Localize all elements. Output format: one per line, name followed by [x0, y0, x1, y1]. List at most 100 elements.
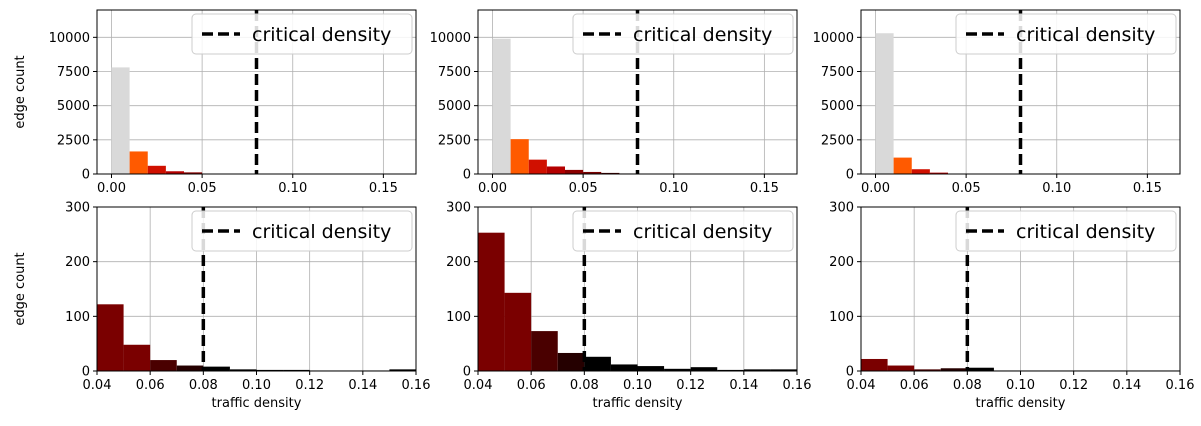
- x-tick-label: 0.08: [189, 378, 218, 393]
- y-tick-label: 200: [829, 255, 854, 270]
- histogram-bars: [875, 33, 967, 174]
- y-tick-label: 0: [463, 168, 471, 183]
- x-tick-label: 0.14: [348, 378, 377, 393]
- histogram-bar: [911, 169, 930, 174]
- histogram-bar: [929, 172, 948, 174]
- axes-frame: [96, 9, 417, 175]
- x-tick-label: 0.14: [729, 378, 758, 393]
- y-tick-label: 200: [65, 255, 90, 270]
- x-tick-label: 0.04: [847, 378, 876, 393]
- x-tick-label: 0.14: [1112, 378, 1141, 393]
- x-tick-label: 0.10: [623, 378, 652, 393]
- histogram-bar: [150, 360, 177, 371]
- x-tick-label: 0.12: [676, 378, 705, 393]
- histogram-bar: [967, 367, 994, 371]
- legend: critical density: [191, 210, 413, 252]
- subplot-r1-c1: 0.04 0.06 0.08 0.10 0.12 0.14 0.16 0 100 200 300 tr…: [446, 201, 811, 412]
- x-tick-label: 0.16: [402, 378, 431, 393]
- y-tick-label: 100: [829, 310, 854, 325]
- legend-box: [191, 210, 413, 252]
- legend: critical density: [572, 210, 794, 252]
- histogram-bar: [283, 369, 310, 371]
- x-tick-label: 0.15: [1133, 181, 1162, 196]
- histogram-bar: [770, 369, 797, 371]
- histogram-bar: [717, 369, 744, 371]
- y-tick-label: 10000: [430, 31, 471, 46]
- y-tick-label: 300: [829, 201, 854, 216]
- y-tick-label: 0: [463, 365, 471, 380]
- histogram-bar: [147, 165, 166, 174]
- legend-label: critical density: [633, 24, 772, 46]
- histogram-bar: [557, 352, 585, 371]
- histogram-bar: [256, 369, 284, 371]
- x-tick-label: 0.05: [952, 181, 981, 196]
- histogram-bar: [97, 304, 124, 371]
- histogram-bar: [914, 369, 941, 371]
- histogram-bar: [123, 344, 151, 371]
- y-tick-label: 10000: [49, 31, 90, 46]
- histogram-bars: [97, 304, 416, 371]
- x-tick-label: 0.06: [900, 378, 929, 393]
- histogram-bar: [229, 369, 257, 371]
- histogram-bar: [389, 369, 416, 371]
- y-tick-label: 2500: [438, 133, 471, 148]
- x-axis-label: traffic density: [593, 396, 683, 411]
- histogram-bar: [584, 356, 611, 371]
- y-tick-label: 0: [82, 168, 90, 183]
- x-tick-label: 0.08: [953, 378, 982, 393]
- histogram-bar: [565, 169, 584, 174]
- legend: critical density: [955, 13, 1177, 55]
- legend-box: [572, 13, 794, 55]
- y-tick-label: 100: [65, 310, 90, 325]
- x-tick-label: 0.10: [1042, 181, 1071, 196]
- x-tick-label: 0.16: [1166, 378, 1195, 393]
- y-tick-label: 2500: [57, 133, 90, 148]
- x-tick-label: 0.16: [783, 378, 812, 393]
- y-axis-label: edge count: [13, 252, 28, 325]
- y-tick-label: 0: [846, 365, 854, 380]
- histogram-bar: [610, 364, 638, 371]
- histogram-bar: [940, 368, 968, 371]
- histogram-bar: [690, 367, 718, 371]
- x-tick-label: 0.10: [242, 378, 271, 393]
- y-tick-label: 5000: [57, 99, 90, 114]
- x-tick-label: 0.10: [1006, 378, 1035, 393]
- histogram-bar: [875, 33, 894, 174]
- x-tick-label: 0.15: [369, 181, 398, 196]
- x-tick-label: 0.12: [1059, 378, 1088, 393]
- x-axis-label: traffic density: [212, 396, 302, 411]
- y-tick-label: 10000: [813, 31, 854, 46]
- legend: critical density: [572, 13, 794, 55]
- x-tick-label: 0.12: [295, 378, 324, 393]
- y-tick-label: 7500: [438, 65, 471, 80]
- x-tick-label: 0.04: [464, 378, 493, 393]
- axes-frame: [860, 9, 1181, 175]
- histogram-bar: [743, 369, 771, 371]
- histogram-bar: [504, 292, 532, 371]
- y-tick-label: 0: [82, 365, 90, 380]
- legend-label: critical density: [1016, 221, 1155, 243]
- histogram-bar: [478, 232, 505, 371]
- histogram-bar: [184, 172, 203, 174]
- y-tick-label: 7500: [821, 65, 854, 80]
- histogram-bar: [893, 157, 912, 174]
- x-axis-label: traffic density: [976, 396, 1066, 411]
- x-tick-label: 0.00: [861, 181, 890, 196]
- histogram-bar: [165, 171, 184, 174]
- legend-label: critical density: [252, 24, 391, 46]
- histogram-bar: [637, 366, 665, 371]
- legend-box: [955, 13, 1177, 55]
- histogram-bar: [528, 159, 547, 174]
- histogram-bar: [546, 166, 565, 174]
- legend-label: critical density: [252, 221, 391, 243]
- histogram-bar: [887, 365, 915, 371]
- legend-box: [191, 13, 413, 55]
- histogram-bar: [861, 358, 888, 371]
- histogram-bars: [478, 232, 797, 371]
- histogram-bars: [492, 38, 656, 174]
- x-tick-label: 0.05: [188, 181, 217, 196]
- axes-frame: [477, 9, 798, 175]
- legend: critical density: [955, 210, 1177, 252]
- y-tick-label: 7500: [57, 65, 90, 80]
